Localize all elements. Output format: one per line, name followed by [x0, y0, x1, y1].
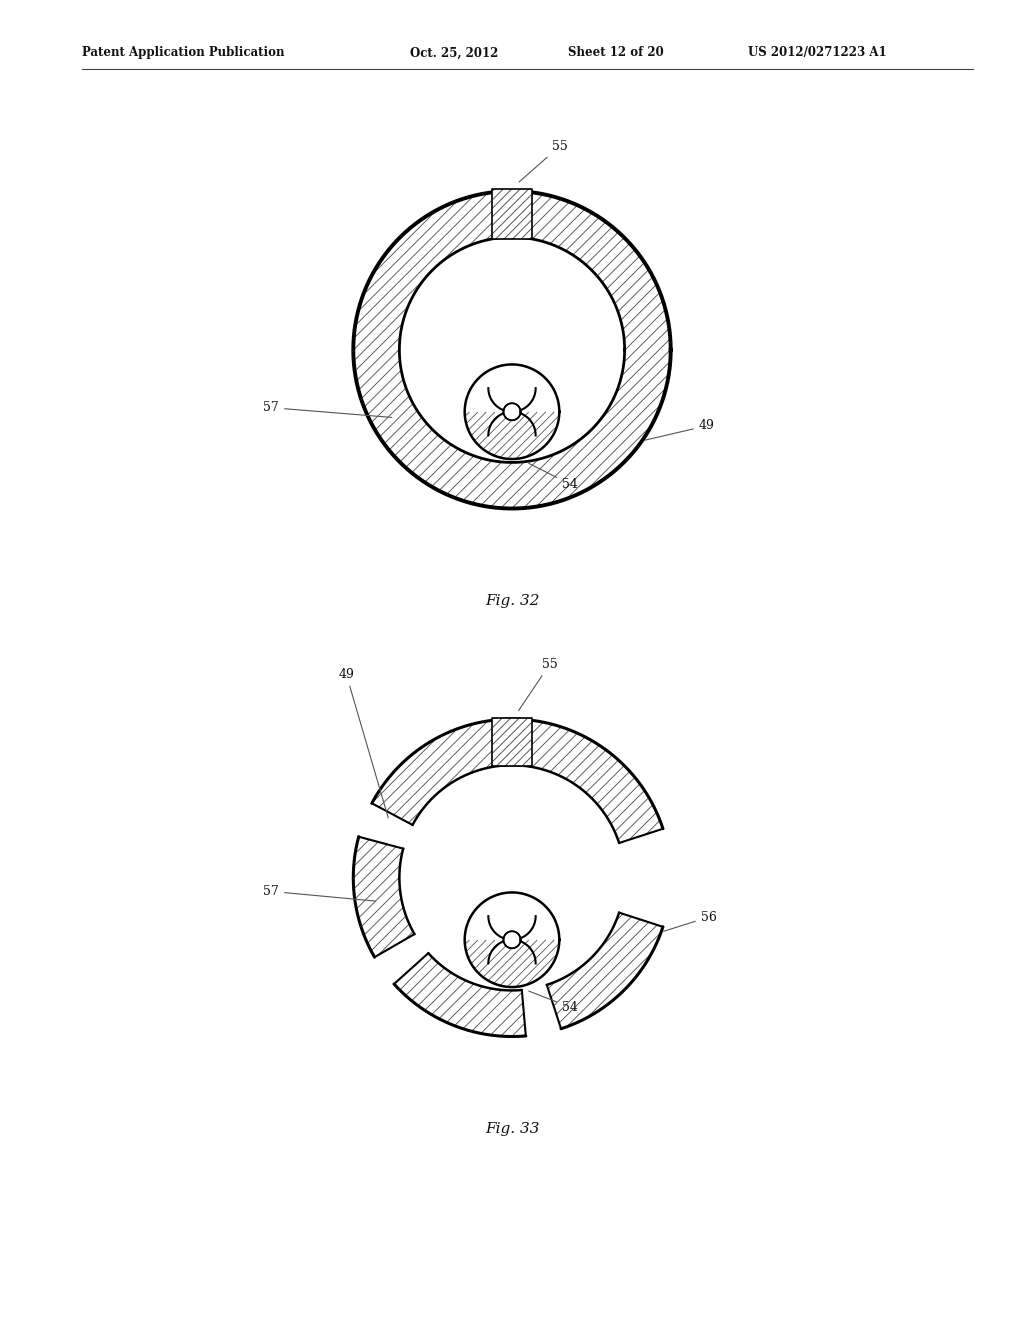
Text: Fig. 33: Fig. 33 — [484, 1122, 540, 1135]
Text: 49: 49 — [645, 420, 715, 440]
Text: 55: 55 — [519, 140, 567, 182]
Wedge shape — [353, 837, 415, 957]
Circle shape — [504, 931, 520, 948]
Text: 56: 56 — [664, 911, 717, 931]
Text: Patent Application Publication: Patent Application Publication — [82, 46, 285, 59]
Bar — [493, 189, 531, 239]
Text: Sheet 12 of 20: Sheet 12 of 20 — [568, 46, 665, 59]
Text: 55: 55 — [518, 657, 558, 710]
Wedge shape — [394, 953, 526, 1036]
Wedge shape — [353, 191, 671, 508]
Text: 57: 57 — [263, 401, 392, 417]
Text: 54: 54 — [528, 991, 578, 1014]
Wedge shape — [372, 719, 663, 843]
Text: 54: 54 — [528, 463, 578, 491]
Text: Fig. 32: Fig. 32 — [484, 594, 540, 607]
Text: 49: 49 — [338, 668, 388, 818]
Text: US 2012/0271223 A1: US 2012/0271223 A1 — [748, 46, 886, 59]
Wedge shape — [547, 912, 663, 1028]
Text: 57: 57 — [263, 884, 376, 902]
Circle shape — [504, 403, 520, 420]
Bar — [493, 718, 531, 767]
Text: Oct. 25, 2012: Oct. 25, 2012 — [410, 46, 498, 59]
